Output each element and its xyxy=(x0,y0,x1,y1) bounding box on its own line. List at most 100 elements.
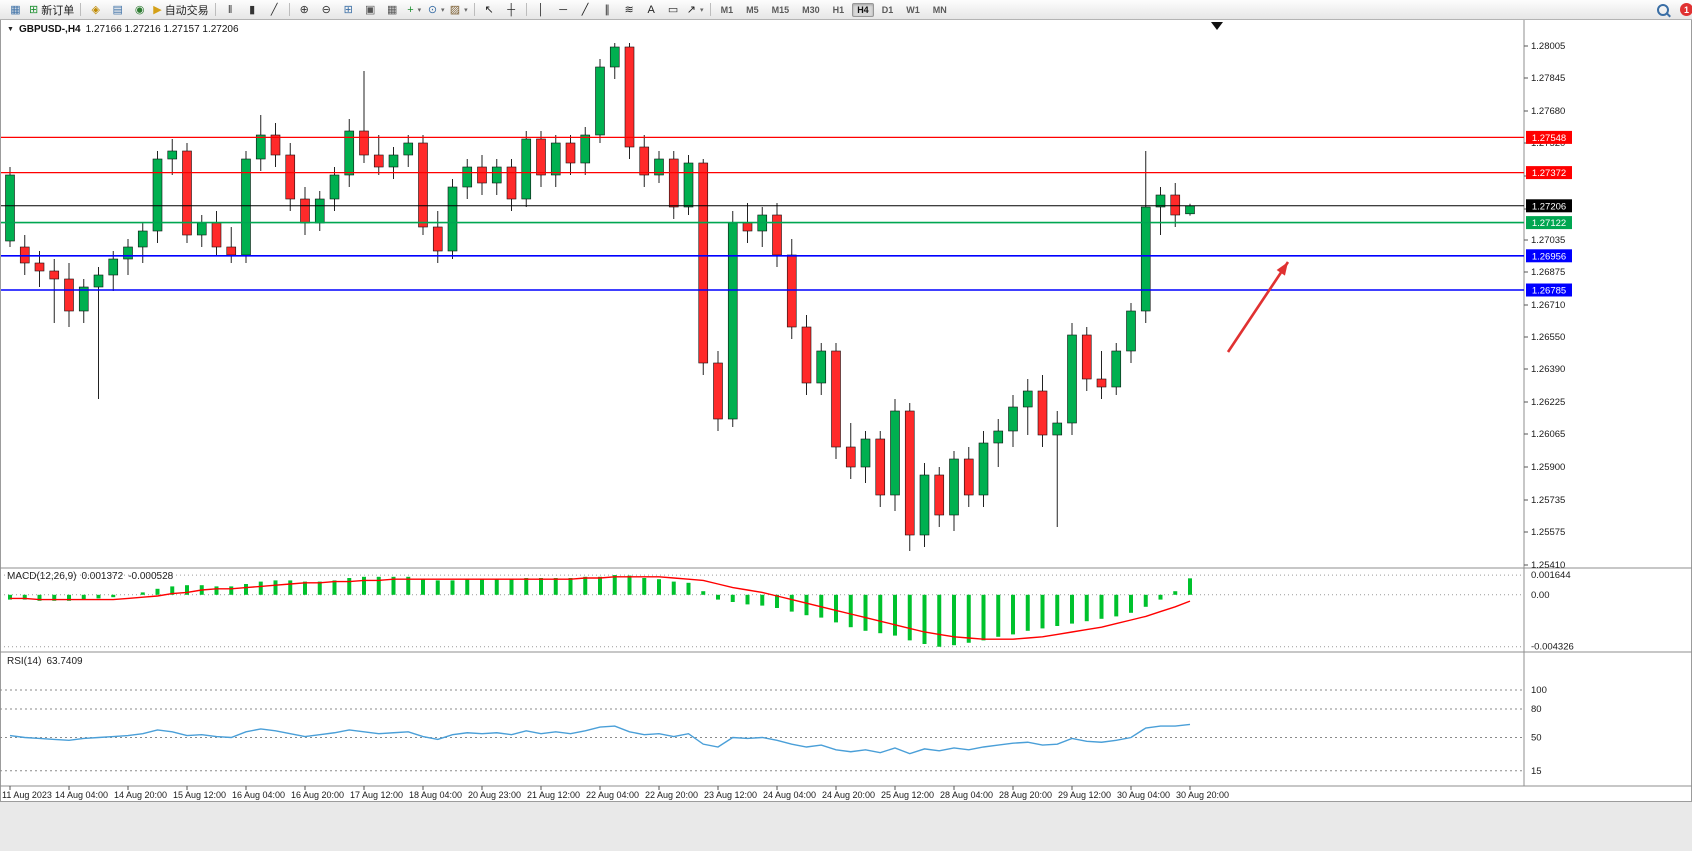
arrows-icon[interactable]: ↗ ▾ xyxy=(685,2,706,18)
bear-candle xyxy=(285,154,296,200)
rsi-line xyxy=(9,723,1191,755)
price-axis-label: 1.25410 xyxy=(1531,560,1565,571)
toolbar-separator xyxy=(214,3,216,16)
bear-candle xyxy=(49,270,60,280)
current-price-line-badge-label: 1.27206 xyxy=(1532,201,1566,212)
crosshair-icon[interactable]: ┼ xyxy=(501,2,522,18)
dropdown-caret-icon[interactable]: ▾ xyxy=(699,6,704,14)
crosshair-icon: ┼ xyxy=(507,3,515,16)
tile-windows-icon[interactable]: ⊞ xyxy=(338,2,359,18)
date-label: 16 Aug 20:00 xyxy=(291,790,344,800)
date-label: 22 Aug 04:00 xyxy=(586,790,639,800)
vertical-line-icon[interactable]: │ xyxy=(531,2,552,18)
new-chart-icon: ▦ xyxy=(10,3,21,16)
templates-icon[interactable]: ▨ ▾ xyxy=(448,2,470,18)
date-label: 25 Aug 12:00 xyxy=(881,790,934,800)
date-label: 21 Aug 12:00 xyxy=(527,790,580,800)
resistance-line-1-badge xyxy=(1526,130,1572,144)
toolbar-separator xyxy=(473,3,475,16)
bear-candle xyxy=(182,150,192,236)
bar-chart-icon: ‖ xyxy=(227,3,233,16)
line-chart-icon[interactable]: ╱ xyxy=(264,2,285,18)
new-order-button[interactable]: ⊞ 新订单 xyxy=(27,2,76,18)
bull-candle xyxy=(978,442,989,496)
bull-candle xyxy=(241,158,251,256)
navigator-icon[interactable]: ◈ xyxy=(85,2,106,18)
timeframe-d1[interactable]: D1 xyxy=(881,4,894,15)
timeframe-mn[interactable]: MN xyxy=(932,4,947,15)
bear-candle xyxy=(801,326,812,384)
support-line-blue-2-badge-label: 1.26785 xyxy=(1532,286,1566,297)
label-icon: ▭ xyxy=(667,3,679,16)
timeframe-m1[interactable]: M1 xyxy=(720,4,734,15)
bear-candle xyxy=(373,154,384,168)
timeframe-m15[interactable]: M15 xyxy=(771,4,790,15)
macd-axis-label: 0.00 xyxy=(1531,590,1550,601)
history-center-icon[interactable]: ◉ xyxy=(129,2,150,18)
collapse-chart-icon[interactable]: ▼ xyxy=(7,26,14,33)
bear-candle xyxy=(772,214,782,256)
arrange-windows-icon[interactable]: ▦ xyxy=(382,2,403,18)
bear-candle xyxy=(934,474,945,516)
trend-arrow[interactable] xyxy=(1226,261,1290,353)
bear-candle xyxy=(300,198,310,224)
bull-candle xyxy=(816,350,827,384)
horizontal-line-icon[interactable]: ─ xyxy=(553,2,574,18)
channel-icon[interactable]: ∥ xyxy=(597,2,618,18)
bear-candle xyxy=(742,222,753,232)
date-label: 24 Aug 20:00 xyxy=(822,790,875,800)
dropdown-caret-icon[interactable]: ▾ xyxy=(464,6,468,14)
date-label: 14 Aug 04:00 xyxy=(55,790,108,800)
date-label: 30 Aug 20:00 xyxy=(1176,790,1229,800)
timeframe-m5[interactable]: M5 xyxy=(746,4,759,15)
bull-candle xyxy=(860,438,871,468)
bear-candle xyxy=(211,222,222,248)
notification-badge[interactable]: 1 xyxy=(1680,3,1692,16)
tile-windows-icon: ⊞ xyxy=(343,3,353,16)
rsi-value: 63.7409 xyxy=(46,656,83,667)
periods-icon: ⊙ xyxy=(427,3,438,16)
shift-marker-icon[interactable] xyxy=(1211,22,1223,30)
macd-signal-value: -0.000528 xyxy=(128,571,174,582)
timeframe-h4[interactable]: H4 xyxy=(852,2,874,17)
auto-trading-button[interactable]: ▶ 自动交易 xyxy=(151,2,210,18)
templates-icon: ▨ xyxy=(449,3,461,16)
macd-axis-label: 0.001644 xyxy=(1531,570,1571,581)
bear-candle xyxy=(713,362,723,420)
dropdown-caret-icon[interactable]: ▾ xyxy=(417,6,422,14)
timeframe-h1[interactable]: H1 xyxy=(832,4,845,15)
market-watch-icon: ▤ xyxy=(112,3,123,16)
text-icon[interactable]: A xyxy=(641,2,662,18)
label-icon[interactable]: ▭ xyxy=(663,2,684,18)
fibonacci-icon[interactable]: ≋ xyxy=(619,2,640,18)
macd-indicator-label: MACD(12,26,9) 0.001372 -0.000528 xyxy=(7,571,173,582)
bull-candle xyxy=(993,430,1004,444)
bar-chart-icon[interactable]: ‖ xyxy=(220,2,241,18)
candlestick-chart-icon[interactable]: ▮ xyxy=(242,2,263,18)
search-icon[interactable] xyxy=(1657,3,1669,16)
market-watch-icon[interactable]: ▤ xyxy=(107,2,128,18)
zoom-out-icon[interactable]: ⊖ xyxy=(316,2,337,18)
arrows-icon: ↗ xyxy=(686,3,696,16)
toolbar-separator xyxy=(288,3,290,16)
date-label: 17 Aug 12:00 xyxy=(350,790,403,800)
bear-candle xyxy=(831,350,841,448)
timeframe-m30[interactable]: M30 xyxy=(802,4,820,15)
cursor-icon[interactable]: ↖ xyxy=(479,2,500,18)
dropdown-caret-icon[interactable]: ▾ xyxy=(441,6,445,14)
support-line-blue-2-badge xyxy=(1526,283,1572,297)
date-label: 15 Aug 12:00 xyxy=(173,790,226,800)
indicators-icon[interactable]: + ▾ xyxy=(404,2,425,18)
support-line-blue-1-badge xyxy=(1526,249,1572,263)
bear-candle xyxy=(639,146,650,176)
timeframe-w1[interactable]: W1 xyxy=(906,4,920,15)
periods-icon[interactable]: ⊙ ▾ xyxy=(426,2,447,18)
cursor-icon: ↖ xyxy=(484,3,494,16)
trendline-icon[interactable]: ╱ xyxy=(575,2,596,18)
toolbar-separator xyxy=(525,3,527,16)
new-chart-icon[interactable]: ▦ xyxy=(5,2,26,18)
macd-axis-label: -0.004326 xyxy=(1531,642,1574,653)
zoom-in-icon[interactable]: ⊕ xyxy=(294,2,315,18)
bear-candle xyxy=(1096,378,1107,388)
cascade-windows-icon[interactable]: ▣ xyxy=(360,2,381,18)
